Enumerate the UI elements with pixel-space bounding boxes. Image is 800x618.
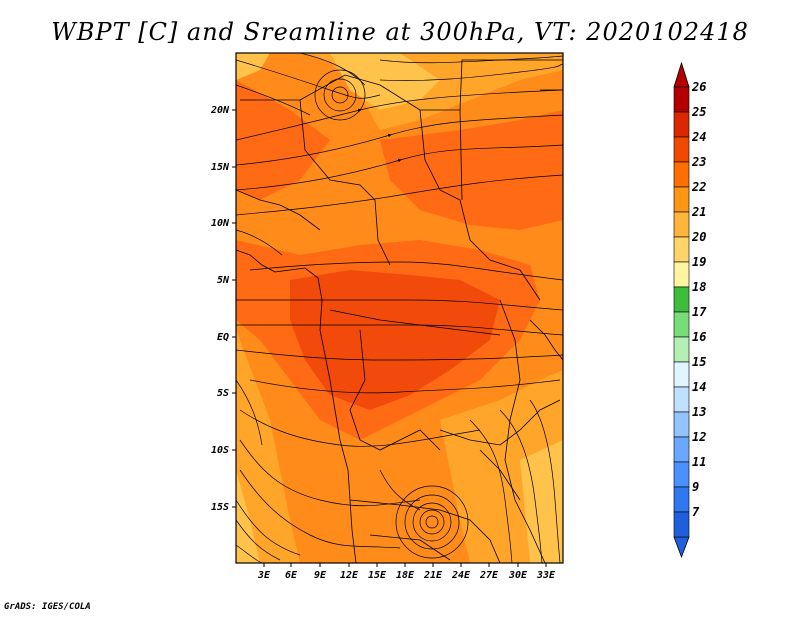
colorbar-label: 12 xyxy=(692,430,706,444)
colorbar-segment xyxy=(673,436,690,463)
colorbar-segment xyxy=(673,311,690,338)
field-ne-warm xyxy=(380,110,563,230)
colorbar-segment xyxy=(673,236,690,263)
lon-label: 12E xyxy=(340,570,359,581)
lon-label: 3E xyxy=(257,570,271,581)
colorbar-label: 16 xyxy=(692,330,706,344)
streamlines xyxy=(236,53,563,563)
field-sw-cool xyxy=(236,330,300,563)
colorbar-label: 17 xyxy=(692,305,707,319)
colorbar-label: 21 xyxy=(691,205,706,219)
lon-label: 15E xyxy=(368,570,387,581)
lon-label: 18E xyxy=(396,570,415,581)
lat-label: 15N xyxy=(211,162,230,173)
colorbar-min-arrow xyxy=(673,536,690,559)
wbpt-shading xyxy=(236,53,563,563)
colorbar-segment xyxy=(673,386,690,413)
lat-label: 10S xyxy=(211,445,229,456)
field-west-warm xyxy=(236,80,330,200)
colorbar-label: 7 xyxy=(692,505,700,519)
colorbar-segment xyxy=(673,411,690,438)
colorbar-label: 15 xyxy=(692,355,706,369)
colorbar-segment xyxy=(673,136,690,163)
map-frame xyxy=(235,52,564,564)
colorbar-label: 26 xyxy=(691,80,706,94)
colorbar-label: 23 xyxy=(691,155,706,169)
colorbar-segment xyxy=(673,511,690,538)
vortex-swirl-north xyxy=(314,69,366,121)
colorbar-segment xyxy=(673,186,690,213)
colorbar: 26 25 24 23 22 21 20 19 18 17 16 15 14 13 12 11 9 7 xyxy=(673,61,707,559)
colorbar-segment xyxy=(673,461,690,488)
colorbar-label: 18 xyxy=(692,280,706,294)
colorbar-segment xyxy=(673,336,690,363)
colorbar-segment xyxy=(673,486,690,513)
lat-label: 15S xyxy=(211,502,229,513)
lat-label: 10N xyxy=(211,218,230,229)
colorbar-segment xyxy=(673,286,690,313)
lon-label: 9E xyxy=(314,570,327,581)
colorbar-segment xyxy=(673,111,690,138)
field-north-coolest xyxy=(330,53,440,110)
colorbar-max-arrow xyxy=(673,61,690,88)
colorbar-label: 9 xyxy=(692,480,699,494)
lon-label: 21E xyxy=(423,570,443,581)
longitude-axis: 3E 6E 9E 12E 15E 18E 21E 24E 27E 30E 33E xyxy=(257,563,556,581)
map-title: WBPT [C] and Sreamline at 300hPa, VT: 20… xyxy=(51,18,749,46)
colorbar-segment xyxy=(673,161,690,188)
lon-label: 6E xyxy=(285,570,298,581)
lon-label: 30E xyxy=(508,570,528,581)
field-central-hot xyxy=(290,270,500,410)
field-nw-coolest xyxy=(236,53,270,80)
credits-footer: GrADS: IGES/COLA xyxy=(4,602,91,612)
lon-label: 24E xyxy=(451,570,471,581)
colorbar-label: 20 xyxy=(691,230,706,244)
colorbar-label: 14 xyxy=(692,380,706,394)
lon-label: 33E xyxy=(536,570,556,581)
lat-label: 5N xyxy=(217,275,230,286)
colorbar-segment xyxy=(673,211,690,238)
colorbar-label: 25 xyxy=(691,105,706,119)
lat-label: 20N xyxy=(210,105,230,116)
lon-label: 27E xyxy=(479,570,499,581)
field-sw-coolest xyxy=(236,470,260,563)
colorbar-segment xyxy=(673,86,690,113)
colorbar-label: 24 xyxy=(691,130,706,144)
vortex-swirl xyxy=(395,485,469,559)
lat-label: EQ xyxy=(217,332,229,343)
lat-label: 5S xyxy=(217,388,229,399)
latitude-axis: 20N 15N 10N 5N EQ 5S 10S 15S xyxy=(210,105,236,513)
colorbar-segment xyxy=(673,361,690,388)
colorbar-label: 22 xyxy=(691,180,706,194)
colorbar-label: 13 xyxy=(692,405,706,419)
country-borders xyxy=(236,59,563,563)
colorbar-label: 11 xyxy=(692,455,706,469)
colorbar-label: 19 xyxy=(692,255,706,269)
colorbar-segment xyxy=(673,261,690,288)
